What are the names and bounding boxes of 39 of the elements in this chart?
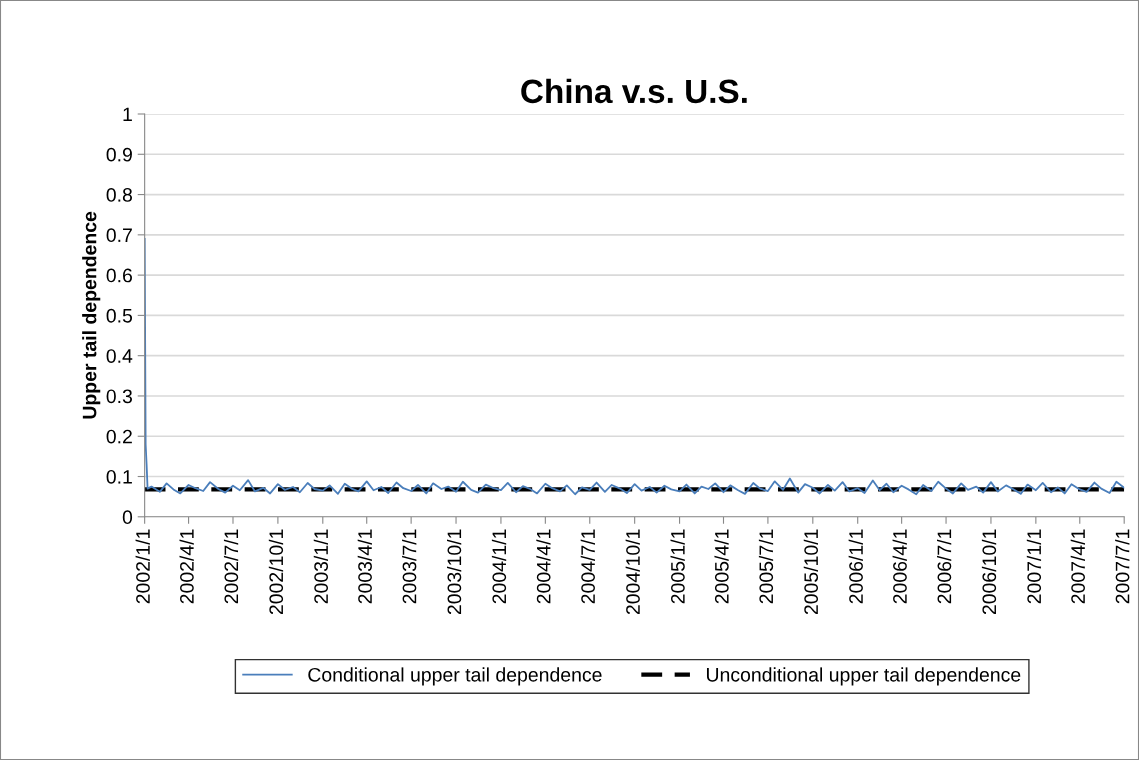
x-tick-label: 2004/7/1 (580, 529, 595, 604)
y-tick-label: 0.4 (106, 349, 133, 363)
y-tick-label: 0 (122, 510, 133, 525)
x-tick-label: 2002/10/1 (268, 529, 284, 615)
x-tick-label: 2004/4/1 (536, 529, 551, 604)
x-tick-label: 2003/1/1 (313, 529, 329, 604)
x-tick-label: 2002/1/1 (135, 529, 150, 604)
x-tick-label: 2005/1/1 (670, 529, 685, 604)
x-tick-label: 2004/10/1 (625, 529, 640, 615)
x-tick-label: 2003/7/1 (402, 529, 417, 604)
x-tick-label: 2007/4/1 (1070, 529, 1085, 604)
legend-label: Conditional upper tail dependence (308, 667, 602, 686)
x-tick-label: 2006/1/1 (848, 529, 863, 604)
legend-label: Unconditional upper tail dependence (706, 667, 1021, 686)
x-tick-label: 2002/4/1 (179, 529, 194, 604)
x-tick-label: 2003/4/1 (357, 529, 372, 604)
y-tick-label: 0.8 (106, 188, 132, 202)
x-tick-label: 2006/10/1 (981, 529, 997, 615)
line-series (144, 237, 1125, 496)
x-tick-label: 2006/4/1 (892, 529, 907, 604)
x-tick-label: 2003/10/1 (446, 529, 462, 615)
x-tick-label: 2005/7/1 (758, 529, 774, 604)
x-tick-label: 2007/7/1 (1115, 529, 1130, 604)
y-tick-label: 0.6 (106, 268, 132, 283)
x-tick-label: 2007/1/1 (1026, 529, 1042, 604)
y-tick-label: 0.7 (106, 228, 132, 243)
y-tick-label: 0.3 (106, 389, 132, 404)
x-tick-label: 2005/10/1 (803, 529, 819, 615)
x-tick-label: 2006/7/1 (936, 529, 952, 604)
y-tick-label: 0.2 (106, 429, 132, 444)
y-tick-label: 0.9 (106, 147, 132, 162)
x-tick-label: 2004/1/1 (491, 529, 507, 604)
x-tick-label: 2005/4/1 (714, 529, 729, 604)
y-axis-title: Upper tail dependence (82, 211, 101, 419)
y-tick-label: 0.5 (106, 308, 133, 323)
x-tick-label: 2002/7/1 (223, 529, 239, 604)
chart-title: China v.s. U.S. (521, 78, 747, 104)
y-tick-label: 1 (123, 107, 132, 122)
y-tick-label: 0.1 (106, 469, 132, 484)
